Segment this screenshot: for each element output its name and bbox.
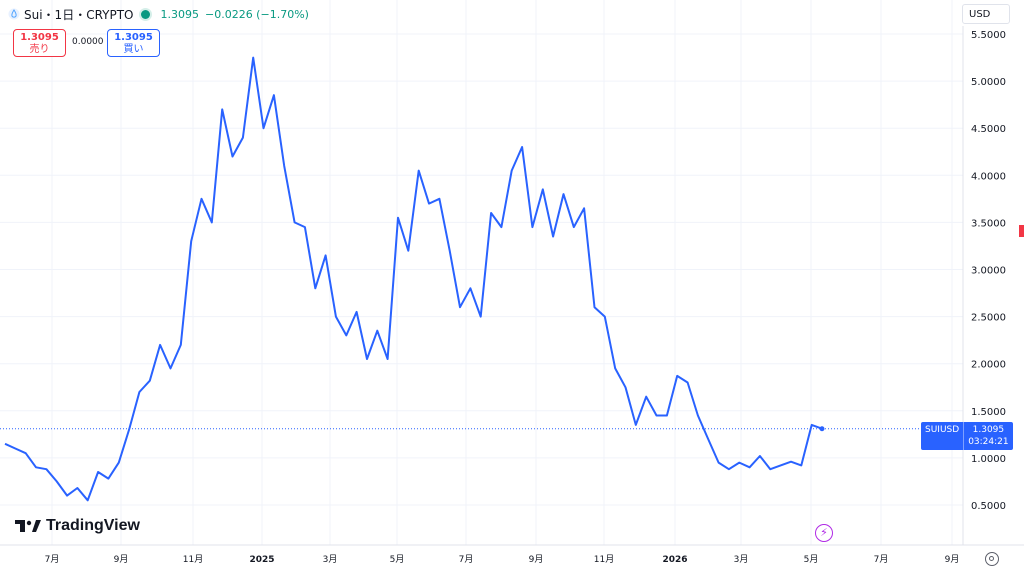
x-tick-label: 2026: [662, 555, 687, 565]
currency-selector[interactable]: USD: [962, 4, 1010, 24]
time-axis[interactable]: 7月 9月 11月 2025 3月 5月 7月 9月 11月 2026 3月 5月 7月 9月: [45, 554, 960, 565]
tradingview-logo[interactable]: TradingView: [15, 517, 140, 535]
y-tick-label: 4.0000: [971, 171, 1006, 182]
spread-value: 0.0000: [72, 37, 104, 47]
right-edge-marker: [1019, 225, 1024, 237]
y-tick-label: 2.5000: [971, 313, 1006, 324]
y-tick-label: 1.0000: [971, 454, 1006, 465]
market-status-icon: [141, 9, 151, 19]
y-tick-label: 3.0000: [971, 266, 1006, 277]
y-tick-label: 3.5000: [971, 218, 1006, 229]
x-tick-label: 11月: [594, 554, 614, 565]
y-tick-label: 5.5000: [971, 30, 1006, 41]
buy-price: 1.3095: [114, 32, 153, 43]
y-tick-label: 2.0000: [971, 360, 1006, 371]
x-tick-label: 7月: [45, 554, 60, 565]
sui-coin-icon: [8, 8, 20, 20]
y-tick-label: 5.0000: [971, 77, 1006, 88]
buy-button[interactable]: 1.3095 買い: [107, 29, 160, 57]
x-tick-label: 11月: [183, 554, 203, 565]
sell-price: 1.3095: [20, 32, 59, 43]
grid-lines: [0, 0, 963, 545]
symbol-header[interactable]: Sui・1日・CRYPTO 1.3095 −0.0226 (−1.70%): [8, 6, 309, 22]
sell-label: 売り: [29, 44, 50, 55]
flash-icon[interactable]: ⚡: [815, 524, 833, 542]
x-tick-label: 9月: [114, 554, 129, 565]
price-line-series[interactable]: [4, 56, 823, 502]
y-tick-label: 1.5000: [971, 407, 1006, 418]
x-tick-label: 7月: [874, 554, 889, 565]
last-tag-countdown: 03:24:21: [968, 437, 1009, 447]
x-tick-label: 5月: [804, 554, 819, 565]
y-tick-label: 0.5000: [971, 501, 1006, 512]
settings-gear-icon[interactable]: [985, 552, 999, 566]
last-price-tag: SUIUSD 1.3095 03:24:21: [921, 422, 1013, 450]
last-tag-symbol: SUIUSD: [921, 422, 965, 450]
price-axis[interactable]: 0.5000 1.0000 1.5000 2.0000 2.5000 3.0000 3.50…: [971, 30, 1006, 512]
x-tick-label: 9月: [945, 554, 960, 565]
x-tick-label: 9月: [529, 554, 544, 565]
x-tick-label: 3月: [323, 554, 338, 565]
last-price: 1.3095: [160, 7, 199, 21]
x-tick-label: 3月: [734, 554, 749, 565]
tradingview-logo-icon: [15, 520, 41, 532]
symbol-title[interactable]: Sui・1日・CRYPTO: [24, 7, 134, 22]
sell-button[interactable]: 1.3095 売り: [13, 29, 66, 57]
price-change: −0.0226 (−1.70%): [204, 7, 309, 21]
x-tick-label: 5月: [390, 554, 405, 565]
x-tick-label: 7月: [459, 554, 474, 565]
x-tick-label: 2025: [249, 555, 274, 565]
buy-label: 買い: [123, 44, 144, 55]
last-price-dot: [819, 426, 825, 432]
tradingview-wordmark: TradingView: [46, 517, 140, 534]
last-tag-price: 1.3095: [972, 425, 1005, 435]
y-tick-label: 4.5000: [971, 124, 1006, 135]
